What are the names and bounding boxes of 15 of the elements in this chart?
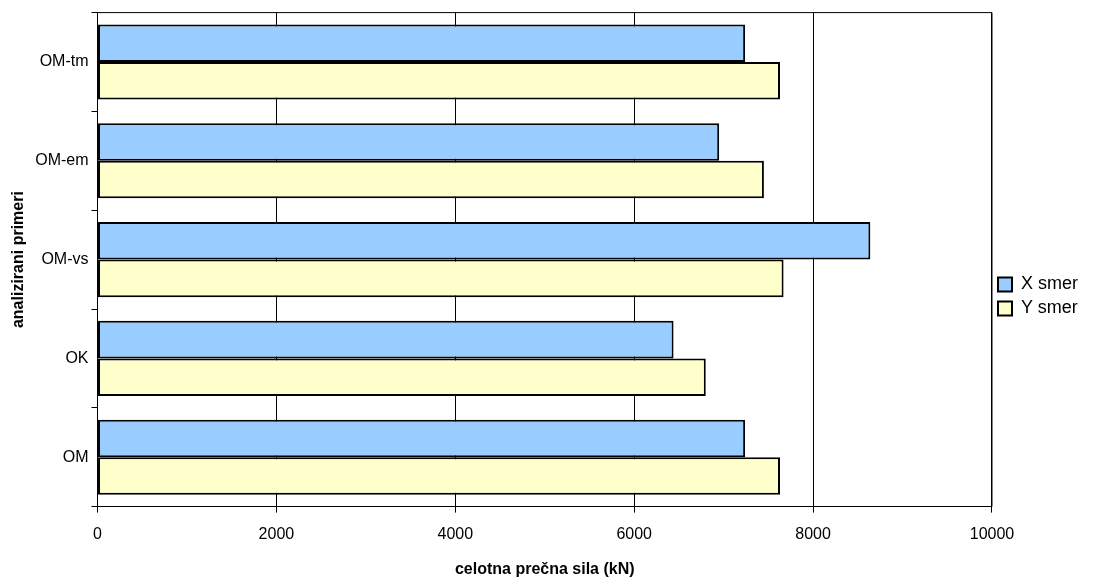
x-axis-title: celotna prečna sila (kN) [454, 559, 635, 577]
x-tick-label: 2000 [258, 524, 295, 542]
y-tick-label: OM [62, 447, 89, 465]
y-tick-label: OM-vs [41, 250, 89, 268]
y-tick-label: OM-em [35, 151, 89, 169]
y-axis-title: analizirani primeri [9, 191, 27, 329]
y-tick-label: OK [65, 348, 89, 366]
legend-label: X smer [1020, 273, 1079, 294]
legend-label: Y smer [1020, 297, 1078, 318]
x-tick-label: 8000 [795, 524, 831, 542]
x-tick-label: 10000 [969, 524, 1015, 542]
x-tick-label: 0 [93, 524, 103, 542]
y-tick-label: OM-tm [39, 52, 89, 70]
x-tick-label: 6000 [616, 524, 653, 542]
x-tick-label: 4000 [437, 524, 474, 542]
